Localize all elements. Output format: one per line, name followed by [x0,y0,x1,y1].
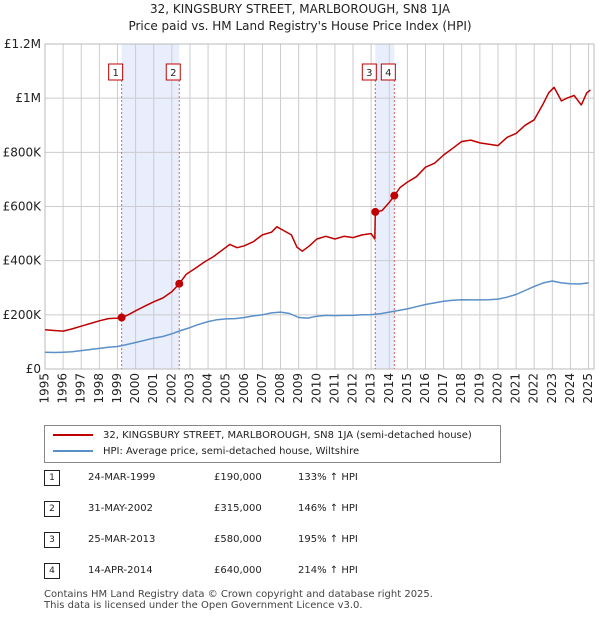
x-tick-label: 2013 [364,373,378,404]
sale-row: 4 14-APR-2014 £640,000 214% ↑ HPI [44,563,564,594]
x-tick-label: 2017 [436,373,450,404]
x-tick-label: 2000 [128,373,142,404]
sale-marker-label: 3 [366,68,372,79]
legend-hpi-label: HPI: Average price, semi-detached house,… [103,446,360,457]
x-tick-label: 2012 [346,373,360,404]
y-tick-label: £1.2M [4,37,41,51]
sales-table: 1 24-MAR-1999 £190,000 133% ↑ HPI 2 31-M… [44,470,564,594]
property-price-line [44,86,591,332]
y-tick-label: £800K [3,145,43,159]
sale-marker-label: 1 [112,68,118,79]
y-tick-label: £200K [3,308,43,322]
x-tick-label: 2020 [490,373,504,404]
x-tick-label: 1999 [110,373,124,404]
sale-number-badge: 1 [44,470,60,486]
sale-date: 25-MAR-2013 [88,534,156,545]
x-tick-label: 2010 [309,373,323,404]
legend-hpi-swatch [53,450,93,452]
sale-hpi-change: 195% ↑ HPI [298,534,358,545]
sale-marker-box [361,63,377,81]
chart-legend: 32, KINGSBURY STREET, MARLBOROUGH, SN8 1… [44,425,501,463]
sale-point [390,191,399,200]
sale-marker-label: 2 [170,68,176,79]
footer-copyright: Contains HM Land Registry data © Crown c… [44,589,433,600]
x-tick-label: 2005 [219,373,233,404]
sale-price: £315,000 [214,503,262,514]
legend-property: 32, KINGSBURY STREET, MARLBOROUGH, SN8 1… [53,429,472,443]
y-tick-label: £1M [15,91,41,105]
sale-row: 1 24-MAR-1999 £190,000 133% ↑ HPI [44,470,564,501]
x-tick-label: 1997 [74,373,88,404]
sale-point [117,313,126,322]
x-tick-label: 2015 [400,373,414,404]
plot-frame [44,43,595,370]
x-tick-label: 2021 [509,373,523,404]
sale-point [371,207,380,216]
x-tick-label: 2016 [418,373,432,404]
sale-date: 14-APR-2014 [88,565,153,576]
x-tick-label: 2011 [327,373,341,404]
sale-marker-label: 4 [385,68,391,79]
sale-marker-box [108,63,124,81]
x-tick-label: 2001 [146,373,160,404]
x-tick-label: 2025 [581,373,595,404]
sale-date: 24-MAR-1999 [88,472,156,483]
sale-point [175,279,184,288]
y-tick-label: £0 [26,362,41,376]
sale-price: £190,000 [214,472,262,483]
x-tick-label: 2003 [182,373,196,404]
chart-title-line1: 32, KINGSBURY STREET, MARLBOROUGH, SN8 1… [149,2,451,16]
sale-marker-box [380,63,396,81]
hpi-line [44,280,589,354]
x-tick-label: 1995 [38,373,52,404]
sale-price: £640,000 [214,565,262,576]
x-tick-label: 2004 [201,373,215,404]
x-tick-label: 2008 [273,373,287,404]
x-tick-label: 2018 [454,373,468,404]
x-tick-label: 2007 [255,373,269,404]
y-tick-label: £600K [3,200,43,214]
x-tick-label: 2019 [472,373,486,404]
sale-price: £580,000 [214,534,262,545]
sale-number-badge: 3 [44,532,60,548]
sale-row: 2 31-MAY-2002 £315,000 146% ↑ HPI [44,501,564,532]
sale-marker-box [165,63,181,81]
sale-hpi-change: 146% ↑ HPI [298,503,358,514]
legend-property-label: 32, KINGSBURY STREET, MARLBOROUGH, SN8 1… [103,430,472,441]
price-chart: £0 £200K £400K £600K £800K £1M £1.2M 1995 1996 19… [3,37,595,404]
chart-title-line2: Price paid vs. HM Land Registry's House … [128,19,472,33]
x-tick-label: 2002 [164,373,178,404]
footer-licence: This data is licensed under the Open Gov… [44,600,363,611]
y-tick-label: £400K [3,254,43,268]
x-tick-label: 2023 [545,373,559,404]
x-tick-label: 2006 [237,373,251,404]
x-tick-label: 2014 [382,373,396,404]
legend-property-swatch [53,434,93,436]
x-tick-label: 1996 [56,373,70,404]
sale-number-badge: 4 [44,563,60,579]
x-tick-label: 2024 [563,373,577,404]
sale-hpi-change: 133% ↑ HPI [298,472,358,483]
x-tick-label: 1998 [92,373,106,404]
sale-date: 31-MAY-2002 [88,503,154,514]
sale-row: 3 25-MAR-2013 £580,000 195% ↑ HPI [44,532,564,563]
sale-hpi-change: 214% ↑ HPI [298,565,358,576]
legend-hpi: HPI: Average price, semi-detached house,… [53,445,359,459]
x-tick-label: 2022 [527,373,541,404]
x-tick-label: 2009 [291,373,305,404]
sale-number-badge: 2 [44,501,60,517]
footer-attribution: Contains HM Land Registry data © Crown c… [44,589,433,611]
